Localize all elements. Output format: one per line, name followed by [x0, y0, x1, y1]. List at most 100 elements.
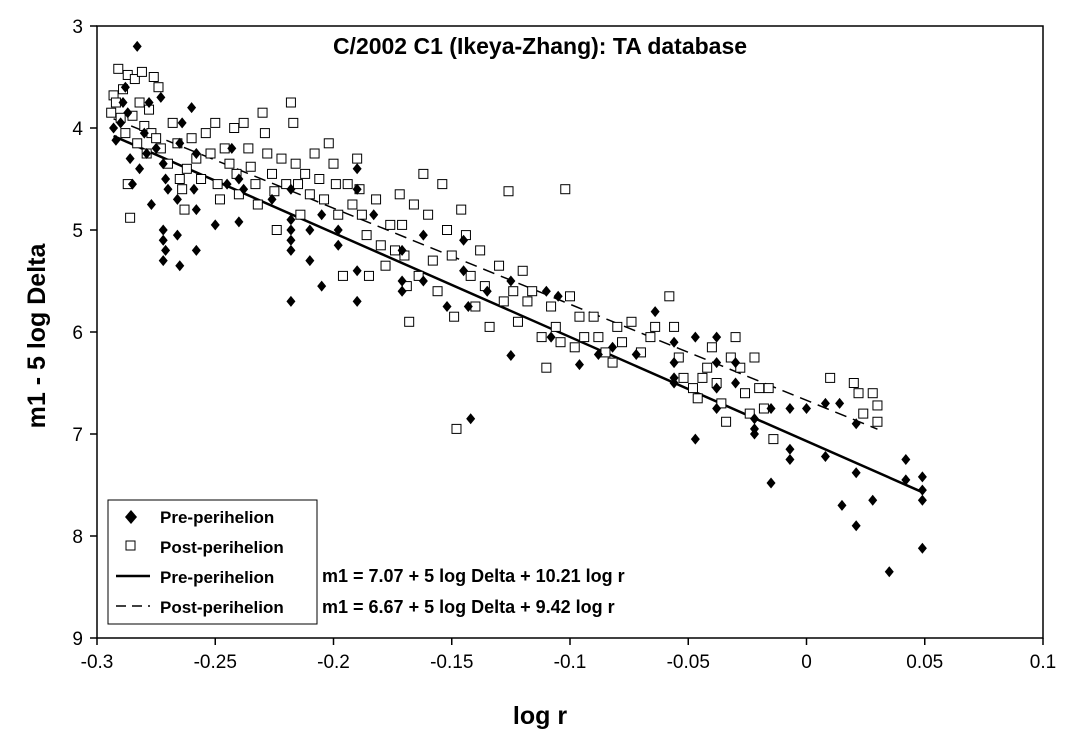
legend-pre-fit-label: Pre-perihelion	[160, 568, 274, 587]
post-perihelion-point	[293, 179, 304, 190]
pre-perihelion-point	[820, 450, 830, 462]
legend-post-fit-label: Post-perihelion	[160, 598, 284, 617]
post-perihelion-point	[702, 362, 713, 373]
pre-perihelion-point	[222, 178, 232, 190]
post-perihelion-point	[588, 311, 599, 322]
post-perihelion-point	[825, 372, 836, 383]
pre-perihelion-point	[851, 467, 861, 479]
x-tick-label: -0.2	[317, 652, 350, 673]
pre-perihelion-point	[132, 40, 142, 52]
pre-perihelion-point	[712, 357, 722, 369]
post-perihelion-point	[314, 174, 325, 184]
pre-perihelion-point	[650, 306, 660, 318]
pre-perihelion-point	[352, 265, 362, 277]
pre-perihelion-point	[669, 377, 679, 389]
pre-perihelion-point	[397, 275, 407, 287]
x-tick-label: 0.05	[906, 652, 943, 673]
pre-perihelion-point	[177, 117, 187, 129]
pre-perihelion-point	[333, 239, 343, 251]
y-axis-label: m1 - 5 log Delta	[23, 243, 51, 429]
pre-perihelion-point	[210, 219, 220, 231]
post-perihelion-point	[427, 255, 438, 266]
pre-perihelion-point	[574, 359, 584, 371]
pre-perihelion-point	[267, 193, 277, 205]
post-perihelion-point	[125, 212, 136, 223]
pre-perihelion-point	[669, 336, 679, 348]
post-perihelion-point	[508, 286, 519, 297]
post-perihelion-point	[295, 209, 306, 220]
pre-perihelion-point	[482, 285, 492, 297]
pre-perihelion-point	[802, 403, 811, 414]
pre-perihelion-point	[158, 255, 168, 267]
post-perihelion-point	[579, 332, 590, 343]
post-perihelion-point	[678, 372, 689, 383]
pre-perihelion-point	[669, 357, 679, 369]
pre-perihelion-point	[352, 163, 362, 175]
pre-perihelion-point	[917, 484, 927, 496]
x-axis-label: log r	[513, 702, 567, 730]
pre-perihelion-point	[286, 183, 296, 195]
post-perihelion-point	[257, 107, 268, 118]
post-perihelion-point	[120, 128, 131, 139]
post-perihelion-point	[238, 117, 249, 128]
post-perihelion-point	[269, 186, 280, 197]
pre-perihelion-point	[712, 382, 722, 394]
post-perihelion-point	[536, 332, 547, 343]
post-perihelion-point	[347, 199, 358, 210]
pre-perihelion-point	[397, 244, 407, 256]
post-perihelion-point	[664, 291, 675, 302]
pre-perihelion-point	[785, 443, 795, 455]
pre-perihelion-point	[142, 148, 152, 159]
pre-perihelion-point	[731, 357, 741, 369]
post-perihelion-point	[872, 400, 883, 411]
legend-pre-marker-label: Pre-perihelion	[160, 508, 274, 527]
pre-perihelion-point	[127, 178, 137, 190]
post-perihelion-point	[330, 179, 341, 190]
post-perihelion-point	[593, 332, 604, 343]
pre-perihelion-point	[227, 142, 237, 154]
post-perihelion-point	[600, 347, 611, 358]
pre-perihelion-point	[333, 224, 343, 236]
post-perihelion-point	[300, 168, 311, 179]
post-perihelion-point	[375, 240, 386, 251]
post-perihelion-point	[626, 316, 637, 327]
pre-perihelion-point	[917, 494, 927, 506]
post-perihelion-point	[650, 321, 661, 332]
post-perihelion-point	[687, 383, 698, 394]
x-tick-label: -0.05	[667, 652, 710, 673]
pre-perihelion-point	[442, 301, 452, 312]
pre-perihelion-point	[305, 224, 315, 236]
pre-perihelion-point	[631, 348, 641, 360]
post-perihelion-point	[337, 270, 348, 281]
post-perihelion-point	[848, 378, 859, 388]
pre-perihelion-point	[161, 244, 171, 256]
post-perihelion-point	[706, 342, 717, 353]
post-perihelion-point	[167, 117, 178, 128]
pre-perihelion-point	[111, 134, 121, 146]
post-perihelion-point	[721, 416, 732, 427]
pre-perihelion-point	[158, 224, 168, 236]
pre-perihelion-point	[593, 348, 603, 360]
x-tick-label: 0.1	[1030, 652, 1056, 673]
post-perihelion-point	[645, 332, 656, 343]
post-perihelion-point	[437, 179, 448, 190]
pre-perihelion-point	[172, 193, 182, 205]
post-perihelion-point	[451, 423, 462, 434]
y-tick-label: 8	[72, 527, 83, 548]
post-perihelion-point	[484, 321, 495, 332]
post-perihelion-point	[224, 158, 235, 169]
y-tick-label: 5	[72, 221, 83, 242]
pre-perihelion-point	[466, 413, 476, 425]
pre-perihelion-point	[785, 403, 795, 414]
post-fit-equation: m1 = 6.67 + 5 log Delta + 9.42 log r	[322, 597, 615, 617]
pre-perihelion-point	[234, 173, 244, 185]
post-perihelion-point	[872, 416, 883, 427]
legend-box	[107, 499, 318, 625]
post-perihelion-point	[408, 199, 419, 210]
pre-perihelion-point	[286, 295, 296, 307]
pre-perihelion-point	[541, 285, 551, 297]
post-perihelion-point	[113, 63, 124, 74]
pre-perihelion-point	[712, 403, 722, 414]
post-perihelion-point	[612, 321, 623, 332]
